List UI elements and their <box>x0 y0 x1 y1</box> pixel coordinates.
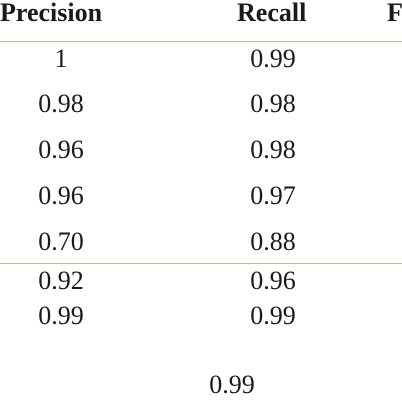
recall-cell: 0.99 <box>250 301 296 330</box>
footer-value: 0.99 <box>209 370 255 399</box>
precision-cell: 0.96 <box>38 135 84 164</box>
recall-cell: 0.98 <box>250 89 296 118</box>
precision-cell: 1 <box>54 44 68 73</box>
table-header: Precision Recall F <box>0 0 402 30</box>
precision-cell: 0.99 <box>38 301 84 330</box>
recall-cell: 0.99 <box>250 44 296 73</box>
recall-cell: 0.98 <box>250 135 296 164</box>
precision-cell: 0.92 <box>38 266 84 295</box>
recall-cell: 0.96 <box>250 266 296 295</box>
column-header-f: F <box>387 0 402 27</box>
precision-cell: 0.96 <box>38 181 84 210</box>
precision-cell: 0.98 <box>38 89 84 118</box>
recall-cell: 0.97 <box>250 181 296 210</box>
header-rule <box>0 41 402 42</box>
column-header-recall: Recall <box>237 0 307 27</box>
recall-cell: 0.88 <box>250 227 296 256</box>
summary-rule <box>0 263 402 264</box>
precision-cell: 0.70 <box>38 227 84 256</box>
column-header-precision: Precision <box>0 0 103 27</box>
